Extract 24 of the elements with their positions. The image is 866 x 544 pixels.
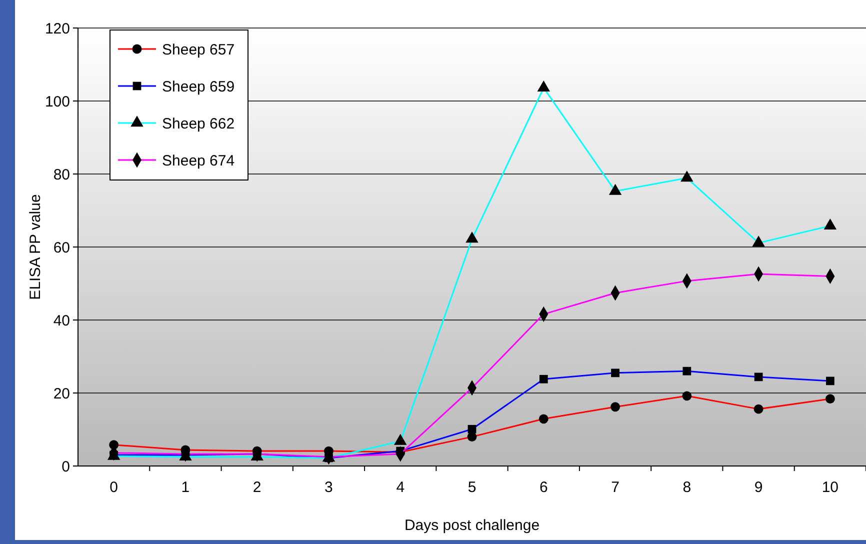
y-tick-label: 100	[44, 93, 70, 110]
legend-label: Sheep 662	[162, 115, 235, 132]
legend-label: Sheep 659	[162, 78, 235, 96]
x-tick-label: 8	[682, 479, 692, 496]
legend-label: Sheep 674	[162, 152, 235, 170]
y-tick-label: 40	[53, 312, 70, 330]
x-tick-label: 7	[611, 479, 620, 496]
x-tick-label: 6	[539, 479, 548, 496]
y-tick-label: 20	[53, 385, 70, 402]
x-tick-label: 3	[324, 479, 333, 496]
y-axis-title: ELISA PP value	[27, 194, 44, 300]
x-tick-label: 1	[181, 479, 190, 496]
legend-label: Sheep 657	[162, 41, 235, 58]
y-tick-label: 60	[53, 239, 70, 256]
y-tick-label: 0	[62, 458, 70, 476]
y-tick-label: 80	[53, 166, 70, 184]
x-axis-title: Days post challenge	[404, 517, 540, 534]
x-tick-label: 4	[396, 479, 405, 496]
x-tick-label: 9	[754, 479, 763, 496]
y-tick-label: 120	[44, 20, 70, 38]
x-tick-label: 10	[822, 479, 839, 496]
x-tick-label: 0	[110, 479, 118, 496]
x-tick-label: 2	[252, 479, 262, 496]
x-tick-label: 5	[468, 479, 476, 496]
